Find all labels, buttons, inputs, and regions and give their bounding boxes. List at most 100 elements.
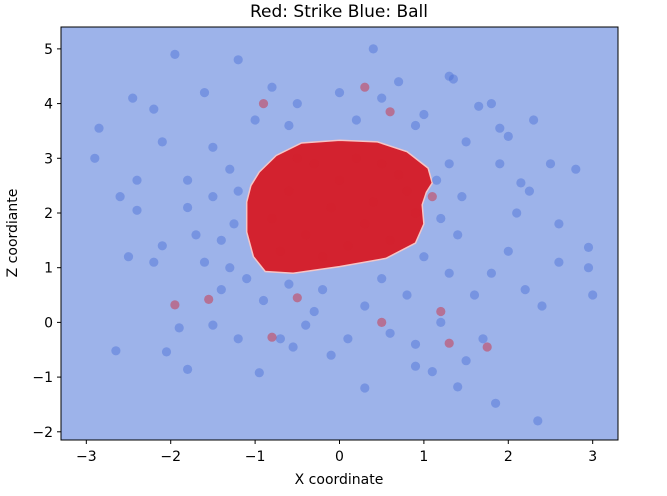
y-tick-label: 1	[44, 261, 53, 277]
ball-point	[301, 320, 311, 330]
ball-point	[545, 159, 556, 169]
ball-point	[360, 301, 370, 311]
ball-point	[537, 301, 547, 311]
ball-point	[225, 263, 235, 273]
strike-point	[275, 246, 285, 256]
ball-point	[233, 55, 243, 65]
ball-point	[174, 323, 184, 333]
ball-point	[491, 398, 501, 408]
ball-point	[436, 213, 446, 224]
strike-point	[436, 306, 446, 317]
x-axis-ticks: −3 −2 −1 0 1 2 3	[76, 440, 597, 465]
y-axis-label: Z coordiante	[5, 189, 21, 278]
strike-point	[351, 153, 361, 163]
ball-point	[275, 334, 285, 344]
y-tick-label: 2	[44, 206, 53, 222]
ball-point	[161, 347, 172, 357]
ball-point	[111, 346, 121, 356]
x-tick-label: 1	[419, 449, 428, 465]
ball-point	[436, 317, 446, 327]
ball-point	[583, 263, 594, 273]
strike-point	[444, 338, 454, 348]
ball-point	[254, 368, 264, 378]
ball-point	[229, 219, 239, 229]
strike-point	[394, 170, 404, 180]
x-tick-label: −1	[245, 449, 266, 465]
x-axis-label: X coordinate	[295, 472, 384, 488]
x-tick-label: 0	[335, 449, 344, 465]
ball-point	[402, 290, 412, 300]
ball-point	[486, 268, 496, 278]
strike-point	[170, 300, 180, 310]
ball-point	[225, 164, 235, 174]
ball-point	[132, 175, 142, 185]
ball-point	[444, 159, 454, 169]
ball-point	[115, 192, 125, 202]
ball-point	[524, 186, 535, 196]
y-tick-label: 4	[44, 97, 53, 113]
ball-point	[410, 361, 421, 371]
strike-point	[377, 159, 387, 169]
ball-point	[288, 342, 298, 352]
ball-point	[132, 205, 142, 215]
strike-point	[482, 342, 492, 352]
ball-point	[309, 306, 319, 317]
y-tick-label: −1	[32, 370, 53, 386]
ball-point	[520, 285, 530, 295]
ball-point	[199, 88, 210, 98]
ball-point	[216, 235, 226, 245]
x-tick-label: −2	[160, 449, 181, 465]
strike-point	[385, 107, 395, 117]
ball-point	[208, 320, 218, 330]
strike-point	[410, 208, 421, 218]
ball-point	[444, 268, 454, 278]
ball-point	[128, 93, 138, 103]
ball-point	[208, 142, 218, 152]
ball-point	[410, 120, 421, 131]
ball-point	[208, 192, 218, 202]
ball-point	[334, 88, 345, 98]
ball-point	[216, 285, 226, 295]
strike-point	[343, 241, 353, 251]
ball-point	[250, 115, 260, 125]
ball-point	[377, 93, 387, 103]
ball-point	[529, 115, 539, 125]
ball-point	[90, 153, 100, 163]
ball-point	[284, 279, 294, 289]
ball-point	[571, 164, 581, 174]
ball-point	[419, 109, 429, 120]
ball-point	[516, 178, 526, 188]
ball-point	[385, 328, 395, 338]
ball-point	[199, 257, 210, 267]
strike-point	[258, 99, 269, 109]
x-tick-label: 3	[588, 449, 597, 465]
ball-point	[292, 99, 302, 109]
ball-point	[157, 137, 167, 147]
ball-point	[149, 257, 159, 267]
plot-content	[90, 44, 598, 426]
strike-point	[368, 197, 378, 207]
strike-point	[292, 153, 302, 163]
ball-point	[461, 137, 471, 147]
ball-point	[242, 274, 252, 284]
ball-point	[157, 241, 167, 251]
ball-point	[478, 334, 488, 344]
strike-point	[318, 252, 328, 262]
strike-point	[309, 159, 319, 169]
strike-point	[334, 175, 345, 185]
series-ball	[90, 44, 598, 426]
strike-point	[385, 235, 395, 245]
ball-point	[444, 71, 454, 81]
strike-point	[402, 186, 412, 196]
x-tick-label: −3	[76, 449, 97, 465]
ball-point	[343, 334, 353, 344]
ball-point	[377, 274, 387, 284]
ball-point	[486, 99, 496, 109]
ball-point	[183, 364, 193, 374]
series-strike	[170, 82, 492, 352]
ball-point	[360, 383, 370, 393]
ball-point	[233, 186, 243, 196]
ball-point	[94, 123, 104, 133]
strike-point	[326, 202, 336, 213]
